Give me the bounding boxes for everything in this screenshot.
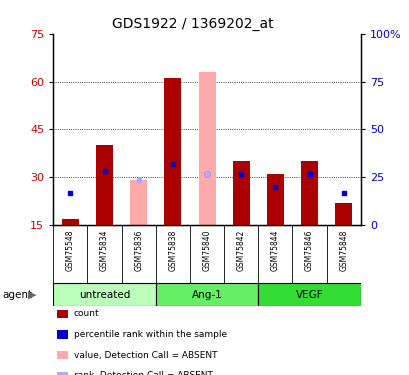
Bar <box>130 180 147 225</box>
Bar <box>53 283 155 306</box>
Text: rank, Detection Call = ABSENT: rank, Detection Call = ABSENT <box>74 371 212 375</box>
Text: GSM75838: GSM75838 <box>168 230 177 271</box>
Text: VEGF: VEGF <box>295 290 323 300</box>
Bar <box>300 161 317 225</box>
Text: untreated: untreated <box>79 290 130 300</box>
Text: GSM75836: GSM75836 <box>134 230 143 271</box>
Text: agent: agent <box>2 290 32 300</box>
Text: GSM75846: GSM75846 <box>304 230 313 271</box>
Text: ▶: ▶ <box>28 290 36 300</box>
Text: GSM75848: GSM75848 <box>338 230 347 271</box>
Text: GSM75840: GSM75840 <box>202 230 211 271</box>
Text: value, Detection Call = ABSENT: value, Detection Call = ABSENT <box>74 351 217 360</box>
Text: GSM75834: GSM75834 <box>100 230 109 271</box>
Bar <box>258 283 360 306</box>
Bar <box>155 283 258 306</box>
Bar <box>232 161 249 225</box>
Text: Ang-1: Ang-1 <box>191 290 222 300</box>
Bar <box>334 202 351 225</box>
Text: percentile rank within the sample: percentile rank within the sample <box>74 330 226 339</box>
Text: count: count <box>74 309 99 318</box>
Text: GSM75548: GSM75548 <box>66 230 75 271</box>
Text: GSM75842: GSM75842 <box>236 230 245 271</box>
Bar <box>96 146 113 225</box>
Text: GDS1922 / 1369202_at: GDS1922 / 1369202_at <box>112 17 273 31</box>
Bar <box>198 72 215 225</box>
Bar <box>266 174 283 225</box>
Bar <box>62 219 79 225</box>
Text: GSM75844: GSM75844 <box>270 230 279 271</box>
Bar <box>164 78 181 225</box>
